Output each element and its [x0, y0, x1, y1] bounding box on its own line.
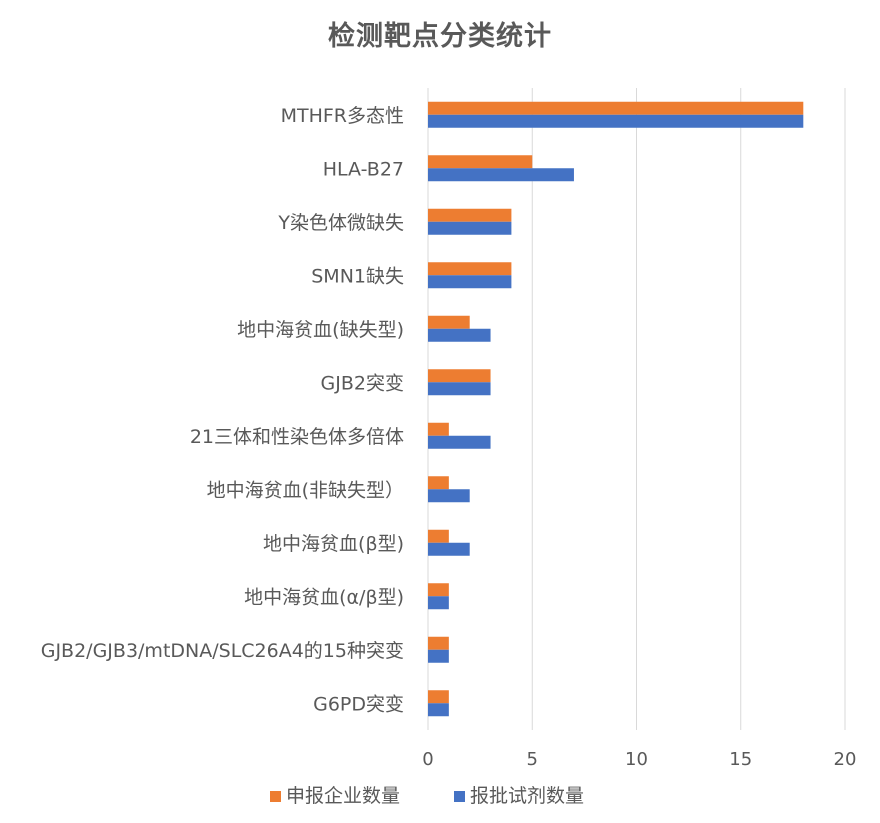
category-label: 地中海贫血(非缺失型） — [207, 479, 404, 501]
category-label: GJB2突变 — [321, 372, 404, 394]
x-tick-label: 5 — [527, 749, 538, 770]
bar-applicants — [428, 369, 491, 383]
legend-label: 报批试剂数量 — [470, 785, 584, 807]
bar-applicants — [428, 422, 449, 436]
bar-approved — [428, 489, 470, 503]
legend-label: 申报企业数量 — [286, 785, 400, 807]
bar-applicants — [428, 690, 449, 704]
bar-applicants — [428, 636, 449, 650]
bar-applicants — [428, 155, 533, 169]
category-label: GJB2/GJB3/mtDNA/SLC26A4的15种突变 — [41, 640, 404, 662]
category-label: 地中海贫血(缺失型) — [237, 319, 404, 341]
bar-approved — [428, 435, 491, 449]
category-label: 地中海贫血(β型) — [263, 533, 404, 555]
category-label: MTHFR多态性 — [281, 105, 404, 127]
x-tick-label: 0 — [422, 749, 433, 770]
bar-applicants — [428, 315, 470, 329]
bar-applicants — [428, 476, 449, 490]
bar-approved — [428, 275, 512, 289]
bar-approved — [428, 221, 512, 235]
bar-applicants — [428, 208, 512, 222]
bar-approved — [428, 168, 574, 182]
bar-applicants — [428, 262, 512, 276]
bar-applicants — [428, 583, 449, 597]
x-tick-labels: 0 5 10 15 20 — [422, 749, 856, 770]
category-label: 21三体和性染色体多倍体 — [190, 426, 404, 448]
category-label: SMN1缺失 — [311, 265, 404, 287]
x-tick-label: 20 — [834, 749, 857, 770]
bar-approved — [428, 703, 449, 717]
gridlines — [427, 88, 846, 730]
bar-approved — [428, 114, 804, 128]
chart-title: 检测靶点分类统计 — [328, 21, 552, 52]
category-label: G6PD突变 — [313, 693, 404, 715]
bar-approved — [428, 382, 491, 396]
legend-swatch — [270, 791, 281, 802]
bar-approved — [428, 596, 449, 610]
bar-approved — [428, 542, 470, 556]
category-label: HLA-B27 — [323, 158, 404, 180]
bars — [428, 101, 804, 717]
bar-approved — [428, 649, 449, 663]
x-tick-label: 15 — [729, 749, 752, 770]
bar-approved — [428, 328, 491, 342]
bar-applicants — [428, 101, 804, 115]
legend: 申报企业数量 报批试剂数量 — [270, 785, 584, 807]
category-label: 地中海贫血(α/β型) — [244, 586, 404, 608]
legend-swatch — [454, 791, 465, 802]
category-label: Y染色体微缺失 — [277, 212, 404, 234]
bar-applicants — [428, 529, 449, 543]
x-tick-label: 10 — [625, 749, 648, 770]
